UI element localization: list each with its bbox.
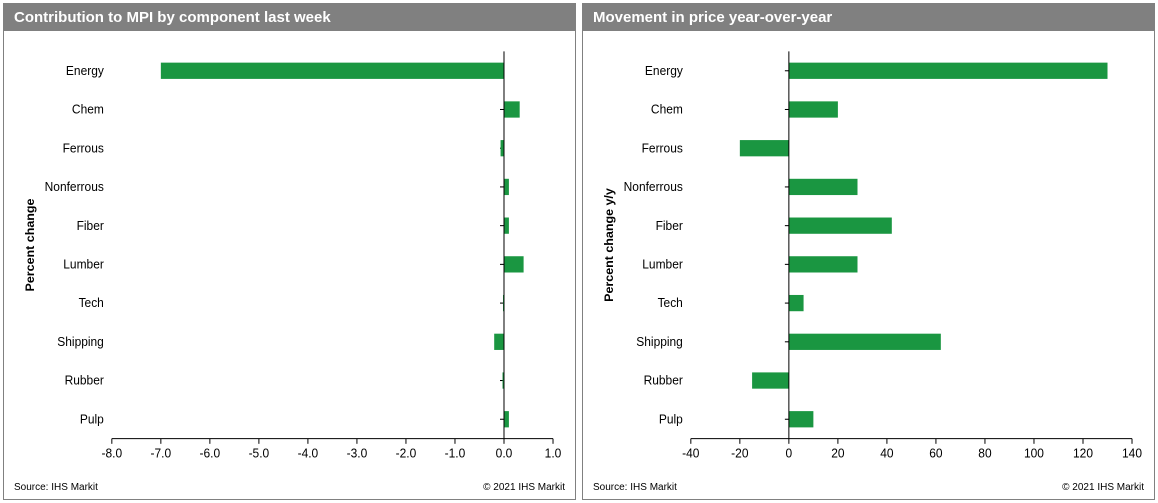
- svg-text:-3.0: -3.0: [347, 446, 368, 460]
- category-label: Lumber: [63, 257, 104, 271]
- left-panel-title: Contribution to MPI by component last we…: [4, 4, 575, 31]
- bar: [789, 179, 858, 195]
- svg-text:-7.0: -7.0: [151, 446, 172, 460]
- category-label: Fiber: [77, 219, 104, 233]
- category-label: Energy: [645, 64, 684, 78]
- category-label: Nonferrous: [45, 180, 104, 194]
- svg-text:-5.0: -5.0: [249, 446, 270, 460]
- category-label: Rubber: [644, 373, 683, 387]
- category-label: Fiber: [656, 219, 683, 233]
- svg-text:-20: -20: [731, 446, 748, 460]
- bar: [789, 334, 941, 350]
- bar: [752, 372, 789, 388]
- bar: [161, 63, 504, 79]
- bar: [501, 140, 504, 156]
- svg-text:1.0: 1.0: [545, 446, 562, 460]
- left-footer: Source: IHS Markit © 2021 IHS Markit: [4, 478, 575, 499]
- category-label: Chem: [72, 102, 104, 116]
- svg-text:0.0: 0.0: [496, 446, 513, 460]
- right-footer: Source: IHS Markit © 2021 IHS Markit: [583, 478, 1154, 499]
- svg-text:20: 20: [831, 446, 845, 460]
- left-copyright: © 2021 IHS Markit: [483, 482, 565, 493]
- bar: [494, 334, 504, 350]
- category-label: Chem: [651, 102, 683, 116]
- bar: [789, 63, 1108, 79]
- category-label: Energy: [66, 64, 105, 78]
- left-chart-wrap: -8.0 -7.0 -6.0 -5.0 -4.0 -3.0 -2.0 -1.0 0.0 1.0 En…: [4, 31, 575, 478]
- y-axis-label: Percent change y/y: [602, 188, 616, 302]
- svg-text:60: 60: [929, 446, 943, 460]
- svg-text:-8.0: -8.0: [102, 446, 123, 460]
- panels-container: Contribution to MPI by component last we…: [0, 0, 1158, 503]
- bar: [789, 101, 838, 117]
- svg-text:-6.0: -6.0: [200, 446, 221, 460]
- right-panel: Movement in price year-over-year -40 -20 0…: [582, 3, 1155, 500]
- bar: [504, 218, 509, 234]
- bar: [789, 411, 814, 427]
- bar: [504, 179, 509, 195]
- bar: [504, 256, 524, 272]
- svg-text:40: 40: [880, 446, 894, 460]
- right-chart-svg: -40 -20 0 20 40 60 80 100 120 140 Energy Chem Ferrou…: [595, 41, 1142, 474]
- category-label: Rubber: [65, 373, 104, 387]
- svg-text:100: 100: [1024, 446, 1044, 460]
- svg-text:-40: -40: [682, 446, 699, 460]
- right-copyright: © 2021 IHS Markit: [1062, 482, 1144, 493]
- svg-text:-2.0: -2.0: [396, 446, 417, 460]
- y-axis-label: Percent change: [23, 198, 37, 291]
- svg-text:120: 120: [1073, 446, 1093, 460]
- category-label: Ferrous: [642, 141, 683, 155]
- category-label: Lumber: [642, 257, 683, 271]
- bar: [789, 295, 804, 311]
- bar: [740, 140, 789, 156]
- svg-text:0: 0: [786, 446, 793, 460]
- category-label: Shipping: [636, 335, 683, 349]
- left-source-label: Source: IHS Markit: [14, 482, 98, 493]
- category-label: Ferrous: [63, 141, 104, 155]
- svg-text:80: 80: [978, 446, 992, 460]
- right-source-label: Source: IHS Markit: [593, 482, 677, 493]
- category-label: Pulp: [659, 412, 683, 426]
- svg-text:140: 140: [1122, 446, 1142, 460]
- bar: [789, 256, 858, 272]
- bar: [789, 218, 892, 234]
- category-label: Tech: [658, 296, 683, 310]
- bar: [504, 101, 520, 117]
- right-chart-wrap: -40 -20 0 20 40 60 80 100 120 140 Energy Chem Ferrou…: [583, 31, 1154, 478]
- left-panel: Contribution to MPI by component last we…: [3, 3, 576, 500]
- category-label: Nonferrous: [624, 180, 683, 194]
- bar: [504, 411, 509, 427]
- category-label: Shipping: [57, 335, 104, 349]
- left-chart-svg: -8.0 -7.0 -6.0 -5.0 -4.0 -3.0 -2.0 -1.0 0.0 1.0 En…: [16, 41, 563, 474]
- category-label: Pulp: [80, 412, 104, 426]
- svg-text:-1.0: -1.0: [445, 446, 466, 460]
- category-label: Tech: [79, 296, 104, 310]
- svg-text:-4.0: -4.0: [298, 446, 319, 460]
- right-panel-title: Movement in price year-over-year: [583, 4, 1154, 31]
